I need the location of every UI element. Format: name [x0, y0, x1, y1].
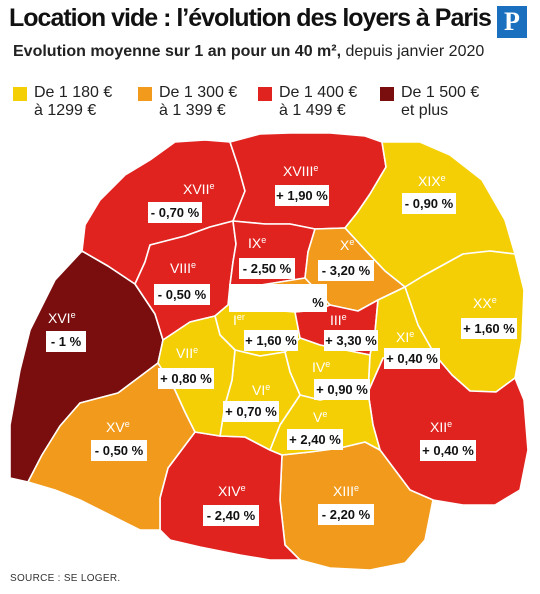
- district-19-name: XIXe: [418, 173, 446, 189]
- district-6-name: VIe: [252, 382, 270, 398]
- district-1-name: Ier: [233, 312, 245, 328]
- legend-label-2b: à 1 399 €: [159, 102, 226, 119]
- district-3-name: IIIe: [330, 312, 347, 328]
- value-4: + 0,90 %: [316, 382, 368, 397]
- district-18-name: XVIIIe: [283, 163, 318, 179]
- district-8-name: VIIIe: [170, 260, 196, 276]
- legend-label-4b: et plus: [401, 102, 449, 119]
- legend-swatch-4: [380, 87, 394, 101]
- value-2: %: [312, 295, 324, 310]
- district-9-name: IXe: [248, 235, 266, 251]
- page-title: Location vide : l’évolution des loyers à…: [9, 4, 492, 32]
- value-1: + 1,60 %: [245, 333, 297, 348]
- source-note: SOURCE : SE LOGER.: [10, 573, 121, 584]
- value-19: - 0,90 %: [405, 196, 454, 211]
- district-12-name: XIIe: [430, 419, 452, 435]
- district-13-name: XIIIe: [333, 483, 359, 499]
- district-11-name: XIe: [396, 329, 414, 345]
- value-6: + 0,70 %: [225, 404, 277, 419]
- value-14: - 2,40 %: [207, 508, 256, 523]
- value-12: + 0,40 %: [422, 443, 474, 458]
- subtitle-rest: depuis janvier 2020: [341, 43, 485, 60]
- value-10: - 3,20 %: [322, 263, 371, 278]
- legend-label-3a: De 1 400 €: [279, 84, 358, 101]
- value-17: - 0,70 %: [151, 205, 200, 220]
- value-18: + 1,90 %: [276, 188, 328, 203]
- value-7: + 0,80 %: [160, 371, 212, 386]
- publisher-logo: P: [497, 6, 527, 38]
- legend-item-2: De 1 300 € à 1 399 €: [138, 84, 249, 120]
- value-11: + 0,40 %: [386, 351, 438, 366]
- district-labels: XVIIe XVIIIe XIXe IXe Xe VIIIe XVIe XXe …: [48, 163, 497, 499]
- legend-label-1b: à 1299 €: [34, 102, 97, 119]
- district-16-name: XVIe: [48, 310, 76, 326]
- district-10-name: Xe: [340, 237, 354, 253]
- subtitle-bold: Evolution moyenne sur 1 an pour un 40 m²…: [13, 43, 342, 60]
- subtitle: Evolution moyenne sur 1 an pour un 40 m²…: [13, 43, 484, 61]
- legend-swatch-1: [13, 87, 27, 101]
- legend-label-4a: De 1 500 €: [401, 84, 480, 101]
- value-20: + 1,60 %: [463, 321, 515, 336]
- district-20-name: XXe: [473, 295, 497, 311]
- legend-item-1: De 1 180 € à 1299 €: [13, 84, 124, 120]
- value-8: - 0,50 %: [158, 287, 207, 302]
- value-5: + 2,40 %: [289, 432, 341, 447]
- legend-item-3: De 1 400 € à 1 499 €: [258, 84, 369, 120]
- value-boxes: - 0,70 % + 1,90 % - 0,90 % - 2,50 % - 3,…: [46, 185, 517, 526]
- legend-swatch-3: [258, 87, 272, 101]
- legend-swatch-2: [138, 87, 152, 101]
- value-9: - 2,50 %: [243, 261, 292, 276]
- district-17-name: XVIIe: [183, 181, 214, 197]
- value-15: - 0,50 %: [95, 443, 144, 458]
- legend-label-1a: De 1 180 €: [34, 84, 113, 101]
- district-14-name: XIVe: [218, 483, 246, 499]
- legend-label-2a: De 1 300 €: [159, 84, 238, 101]
- value-13: - 2,20 %: [322, 507, 371, 522]
- district-15-name: XVe: [106, 419, 130, 435]
- legend-label-3b: à 1 499 €: [279, 102, 346, 119]
- district-5-name: Ve: [313, 409, 327, 425]
- value-16: - 1 %: [51, 334, 82, 349]
- legend-item-4: De 1 500 € et plus: [380, 84, 491, 120]
- district-4-name: IVe: [312, 359, 330, 375]
- district-7-name: VIIe: [176, 345, 198, 361]
- value-3: + 3,30 %: [325, 333, 377, 348]
